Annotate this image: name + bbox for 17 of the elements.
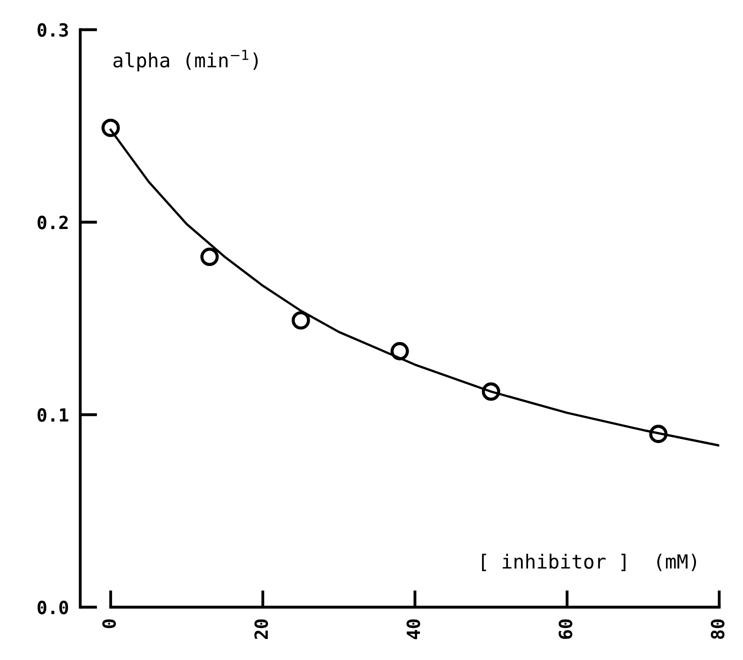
y-tick-label: 0.1 <box>38 408 68 422</box>
point <box>200 248 219 266</box>
point <box>292 311 310 330</box>
point <box>102 118 120 138</box>
y-tick-label: 0.2 <box>38 216 68 230</box>
point <box>482 382 500 401</box>
x-axis-title: [ inhibitor ] (mM) <box>482 554 696 572</box>
point <box>649 424 668 444</box>
x-tick-label: 40 <box>406 619 420 640</box>
x-tick-label: 20 <box>254 619 268 640</box>
x-tick-label: 60 <box>558 619 572 639</box>
y-tick-label: 0.3 <box>38 23 68 37</box>
y-tick-label: 0.0 <box>38 600 68 614</box>
y-axis-title: alpha (min$^{−1}$) <box>113 50 258 72</box>
x-tick-label: 0 <box>102 619 116 628</box>
x-tick-label: 80 <box>710 619 724 639</box>
point <box>390 342 409 360</box>
